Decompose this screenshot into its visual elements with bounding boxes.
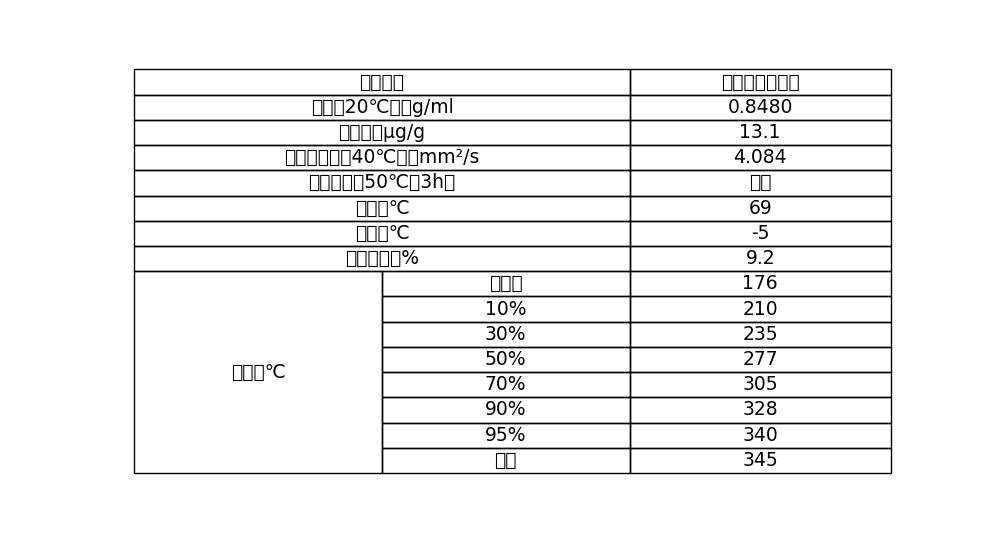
- Text: 10%: 10%: [485, 300, 526, 318]
- Bar: [134, 145, 630, 170]
- Bar: [630, 397, 891, 423]
- Bar: [630, 296, 891, 322]
- Text: 密度（20℃），g/ml: 密度（20℃），g/ml: [311, 98, 453, 117]
- Bar: [630, 145, 891, 170]
- Text: 210: 210: [742, 300, 778, 318]
- Bar: [382, 296, 630, 322]
- Text: 正构烷烃，%: 正构烷烃，%: [345, 249, 419, 268]
- Text: 340: 340: [742, 426, 778, 445]
- Bar: [630, 448, 891, 473]
- Text: 30%: 30%: [485, 325, 526, 344]
- Text: 凝点，℃: 凝点，℃: [355, 224, 409, 243]
- Bar: [382, 271, 630, 296]
- Bar: [134, 271, 382, 473]
- Text: 铜片腕蚀（50℃，3h）: 铜片腕蚀（50℃，3h）: [308, 173, 456, 192]
- Text: 95%: 95%: [485, 426, 526, 445]
- Bar: [630, 170, 891, 195]
- Text: 235: 235: [742, 325, 778, 344]
- Bar: [382, 372, 630, 397]
- Bar: [630, 195, 891, 221]
- Text: 13.1: 13.1: [739, 123, 781, 142]
- Text: -5: -5: [751, 224, 769, 243]
- Text: 馏程，℃: 馏程，℃: [231, 362, 285, 382]
- Text: 煮焦油加氢柴油: 煮焦油加氢柴油: [721, 72, 800, 91]
- Text: 9.2: 9.2: [745, 249, 775, 268]
- Bar: [134, 170, 630, 195]
- Bar: [134, 95, 630, 120]
- Bar: [134, 69, 630, 95]
- Bar: [134, 246, 630, 271]
- Text: 硯含量，μg/g: 硯含量，μg/g: [338, 123, 426, 142]
- Text: 合格: 合格: [749, 173, 771, 192]
- Bar: [382, 448, 630, 473]
- Bar: [382, 423, 630, 448]
- Bar: [630, 221, 891, 246]
- Bar: [382, 347, 630, 372]
- Bar: [630, 322, 891, 347]
- Text: 运动粘度，（40℃），mm²/s: 运动粘度，（40℃），mm²/s: [284, 148, 480, 167]
- Text: 277: 277: [742, 350, 778, 369]
- Text: 0.8480: 0.8480: [728, 98, 793, 117]
- Text: 干点: 干点: [494, 451, 517, 470]
- Bar: [630, 95, 891, 120]
- Bar: [630, 69, 891, 95]
- Bar: [630, 246, 891, 271]
- Bar: [630, 271, 891, 296]
- Bar: [134, 195, 630, 221]
- Text: 305: 305: [742, 375, 778, 394]
- Text: 70%: 70%: [485, 375, 526, 394]
- Bar: [630, 372, 891, 397]
- Bar: [134, 120, 630, 145]
- Bar: [630, 120, 891, 145]
- Text: 初馏点: 初馏点: [489, 274, 523, 293]
- Bar: [630, 423, 891, 448]
- Bar: [134, 221, 630, 246]
- Text: 69: 69: [748, 199, 772, 217]
- Text: 90%: 90%: [485, 401, 526, 419]
- Text: 345: 345: [742, 451, 778, 470]
- Text: 328: 328: [742, 401, 778, 419]
- Bar: [382, 322, 630, 347]
- Text: 闪点，℃: 闪点，℃: [355, 199, 409, 217]
- Text: 分析项目: 分析项目: [360, 72, 405, 91]
- Text: 4.084: 4.084: [733, 148, 787, 167]
- Bar: [630, 347, 891, 372]
- Text: 50%: 50%: [485, 350, 526, 369]
- Text: 176: 176: [742, 274, 778, 293]
- Bar: [382, 397, 630, 423]
